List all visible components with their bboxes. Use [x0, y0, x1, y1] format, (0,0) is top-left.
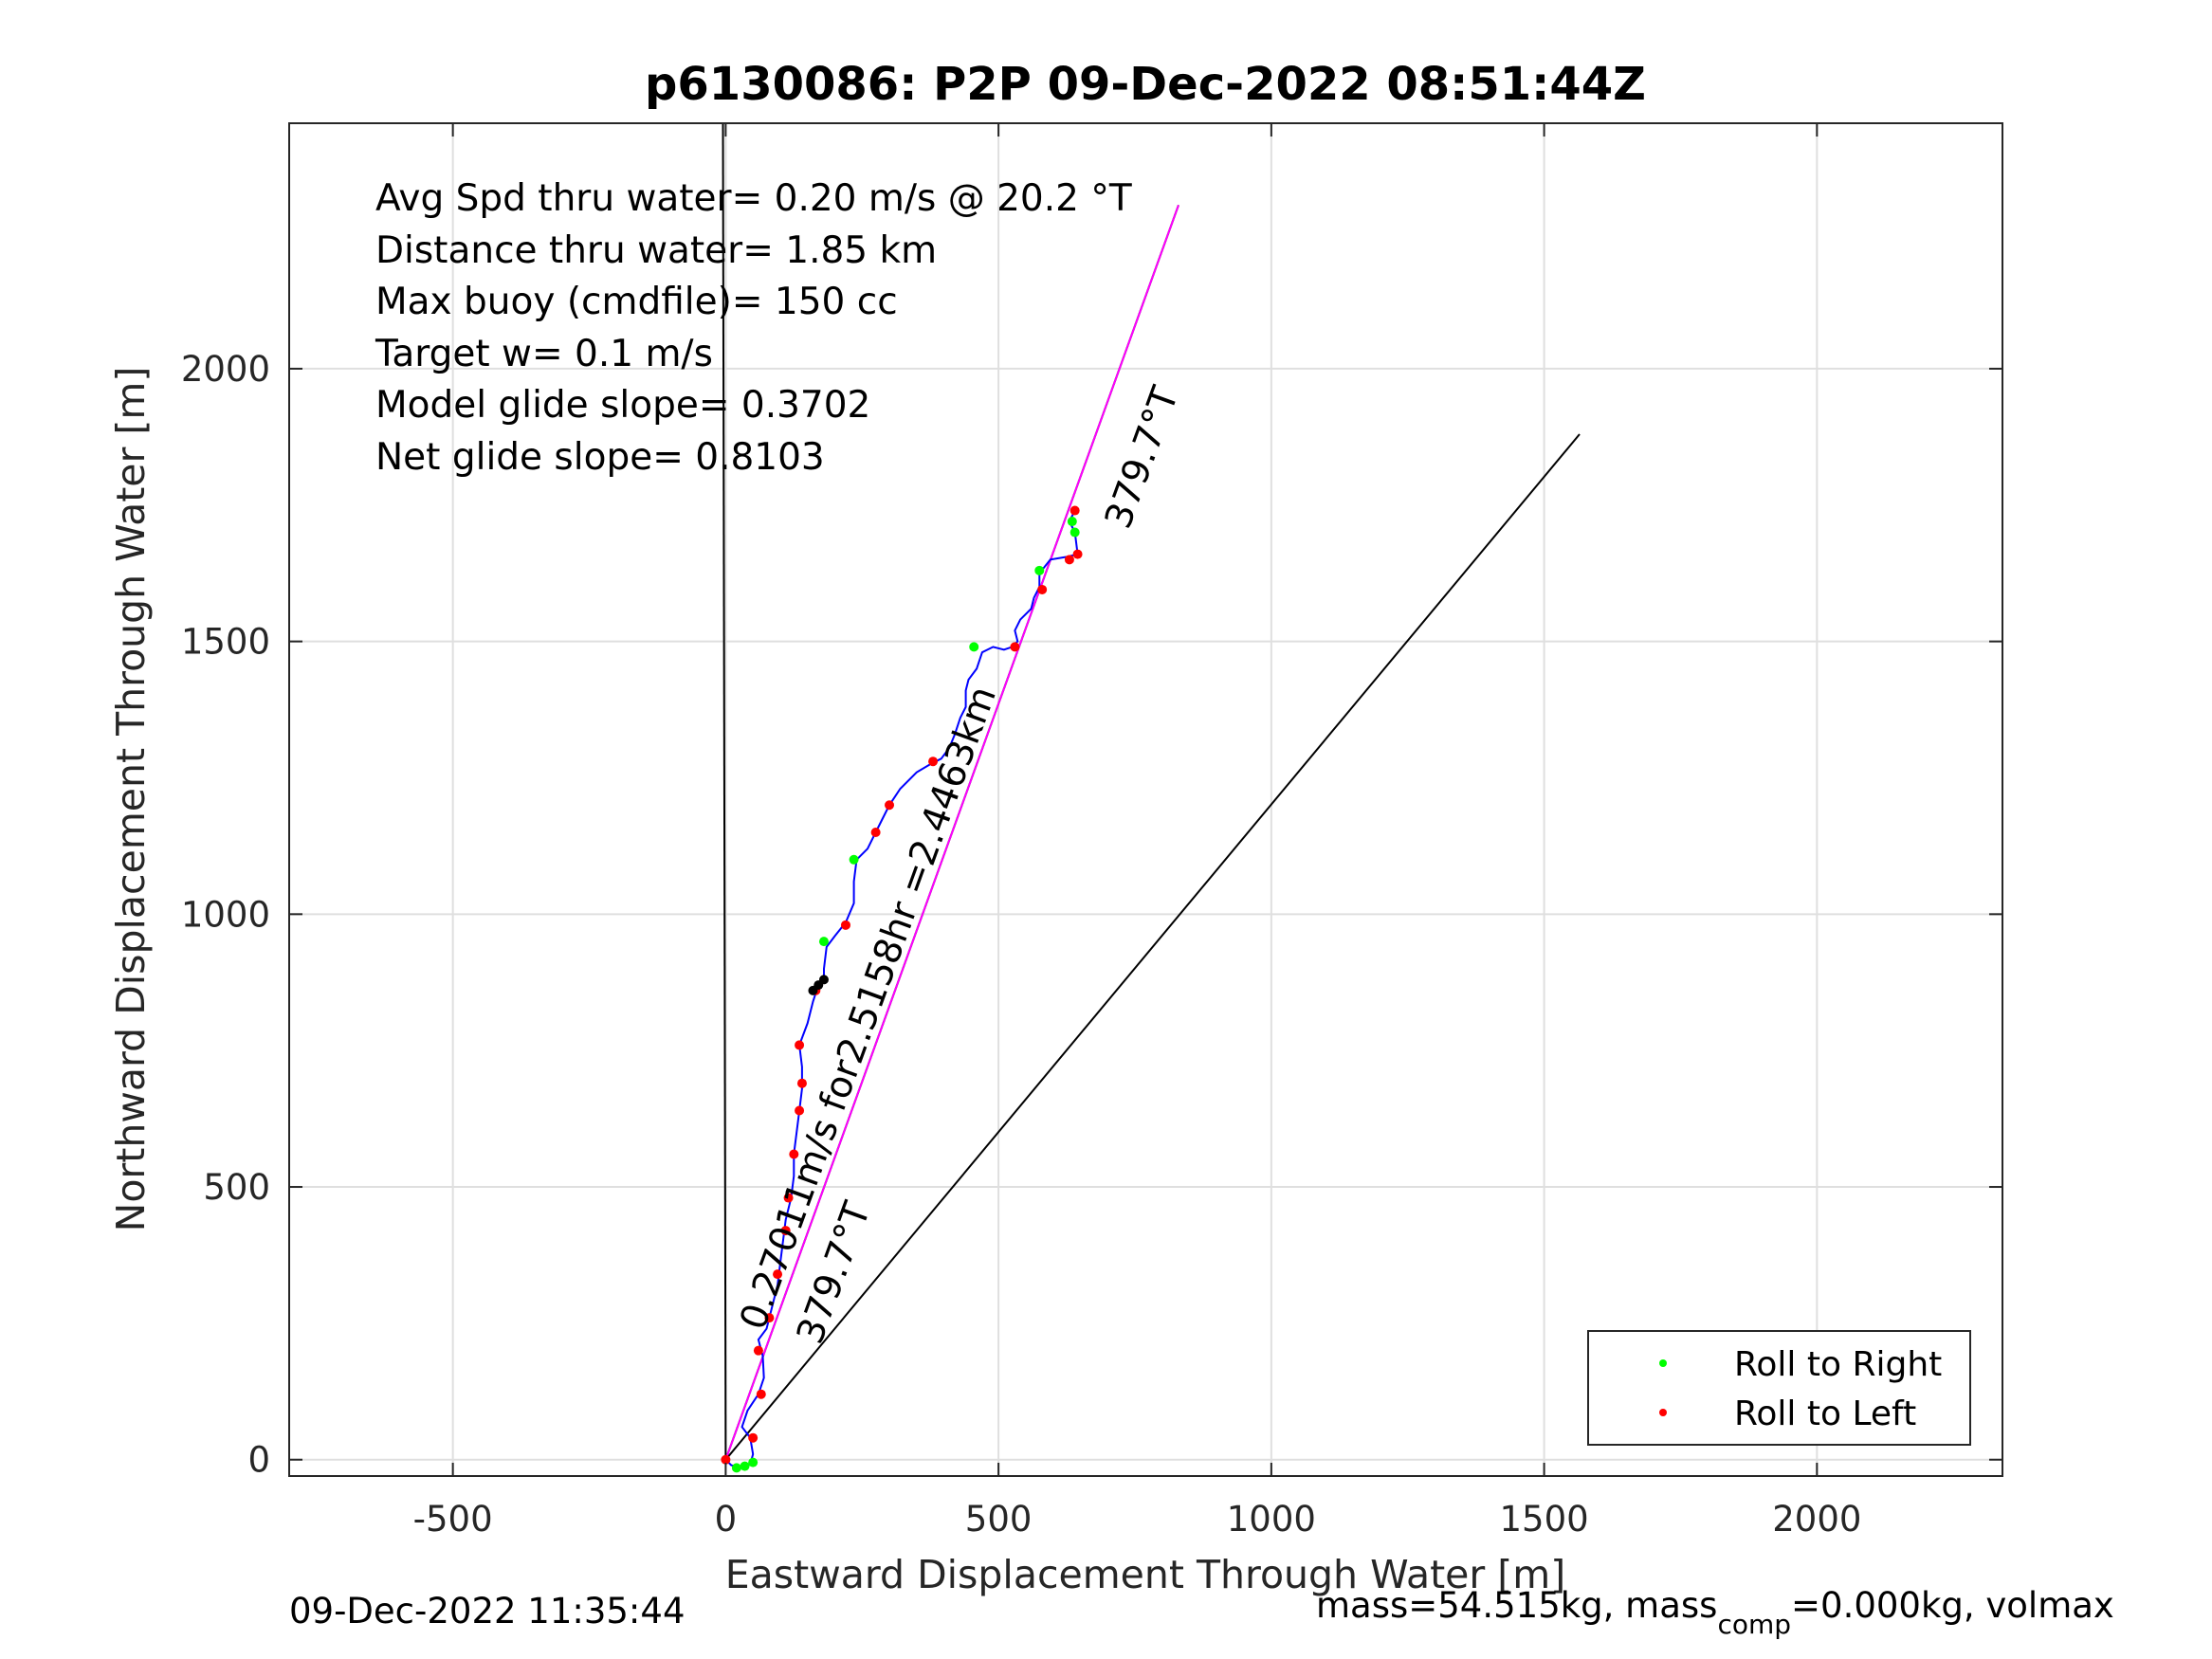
- x-tick-label: 2000: [1772, 1499, 1861, 1540]
- heading-line-north: [722, 123, 727, 1460]
- roll-right-point: [849, 854, 859, 865]
- roll-left-point: [789, 1149, 799, 1159]
- roll-left-point: [795, 1105, 805, 1116]
- x-tick-label: 500: [965, 1499, 1033, 1540]
- roll-left-point: [796, 1078, 807, 1088]
- roll-left-point: [870, 828, 881, 838]
- roll-left-point: [721, 1454, 731, 1465]
- roll-left-point: [764, 1313, 775, 1323]
- reference-lines: [722, 123, 1581, 1461]
- y-tick-label: 1000: [181, 894, 270, 935]
- track-line: [724, 510, 1079, 1469]
- x-tick-label: 1500: [1500, 1499, 1589, 1540]
- legend-marker-left: [1659, 1409, 1667, 1416]
- stat-avg-speed: Avg Spd thru water= 0.20 m/s @ 20.2 °T: [375, 177, 1132, 220]
- roll-right-point: [1067, 517, 1077, 527]
- y-tick-label: 1500: [181, 622, 270, 663]
- stat-target-w: Target w= 0.1 m/s: [375, 333, 713, 375]
- roll-left-point: [1037, 584, 1048, 594]
- legend-label-right: Roll to Right: [1734, 1345, 1942, 1384]
- x-tick-label: -500: [413, 1499, 493, 1540]
- roll-neutral-point: [808, 985, 818, 995]
- roll-right-point: [969, 642, 979, 652]
- legend: Roll to Right Roll to Left: [1587, 1330, 1971, 1446]
- roll-left-point: [1010, 642, 1020, 652]
- roll-markers: [721, 505, 1083, 1473]
- legend-marker-right: [1659, 1359, 1667, 1367]
- x-tick-label: 0: [715, 1499, 738, 1540]
- roll-right-point: [731, 1463, 741, 1473]
- roll-left-point: [840, 920, 850, 930]
- y-tick-label: 0: [247, 1440, 270, 1481]
- roll-left-point: [885, 800, 895, 811]
- roll-left-point: [1064, 555, 1074, 565]
- roll-left-point: [1072, 549, 1083, 559]
- y-axis-label: Northward Displacement Through Water [m]: [108, 367, 154, 1232]
- grid: [289, 123, 2002, 1476]
- stats-block: Avg Spd thru water= 0.20 m/s @ 20.2 °T D…: [375, 177, 1132, 479]
- roll-right-point: [748, 1457, 759, 1468]
- roll-right-point: [1034, 565, 1045, 575]
- net-displacement-line: [724, 204, 1179, 1461]
- footer-mass-sub: comp: [1717, 1609, 1791, 1640]
- track: [724, 510, 1079, 1469]
- footer-mass-prefix: mass=54.515kg, mass: [1316, 1585, 1717, 1626]
- stat-net-glide: Net glide slope= 0.8103: [375, 436, 825, 479]
- roll-left-point: [783, 1193, 794, 1203]
- footer-mass: mass=54.515kg, masscomp=0.000kg, volmax: [1316, 1585, 2114, 1640]
- y-tick-label: 500: [203, 1167, 270, 1208]
- roll-right-point: [740, 1461, 750, 1471]
- legend-box: [1587, 1330, 1971, 1446]
- stat-distance: Distance thru water= 1.85 km: [375, 229, 937, 272]
- plot-area: [289, 123, 2002, 1476]
- footer-mass-suffix: =0.000kg, volmax: [1791, 1585, 2114, 1626]
- axis-ticks: -500 0 500 1000 1500 2000 0 500 1000 1500 2000: [181, 123, 2002, 1540]
- roll-right-point: [1069, 527, 1080, 538]
- roll-left-point: [780, 1226, 791, 1236]
- roll-left-point: [928, 757, 939, 767]
- stat-model-glide: Model glide slope= 0.3702: [375, 384, 870, 427]
- roll-left-point: [1069, 505, 1080, 516]
- roll-left-point: [795, 1040, 805, 1050]
- roll-left-point: [756, 1389, 766, 1399]
- legend-label-left: Roll to Left: [1734, 1395, 1916, 1433]
- roll-neutral-point: [818, 975, 829, 985]
- footer-timestamp: 09-Dec-2022 11:35:44: [289, 1591, 685, 1632]
- roll-left-point: [748, 1432, 759, 1443]
- chart-title: p6130086: P2P 09-Dec-2022 08:51:44Z: [645, 58, 1646, 111]
- x-tick-label: 1000: [1227, 1499, 1316, 1540]
- y-tick-label: 2000: [181, 349, 270, 390]
- heading-line-east: [724, 433, 1581, 1461]
- stat-max-buoy: Max buoy (cmdfile)= 150 cc: [375, 281, 898, 323]
- roll-left-point: [773, 1269, 783, 1280]
- roll-left-point: [753, 1345, 763, 1356]
- plot-frame: [288, 122, 2003, 1477]
- x-axis-label: Eastward Displacement Through Water [m]: [725, 1552, 1565, 1597]
- roll-right-point: [818, 937, 829, 947]
